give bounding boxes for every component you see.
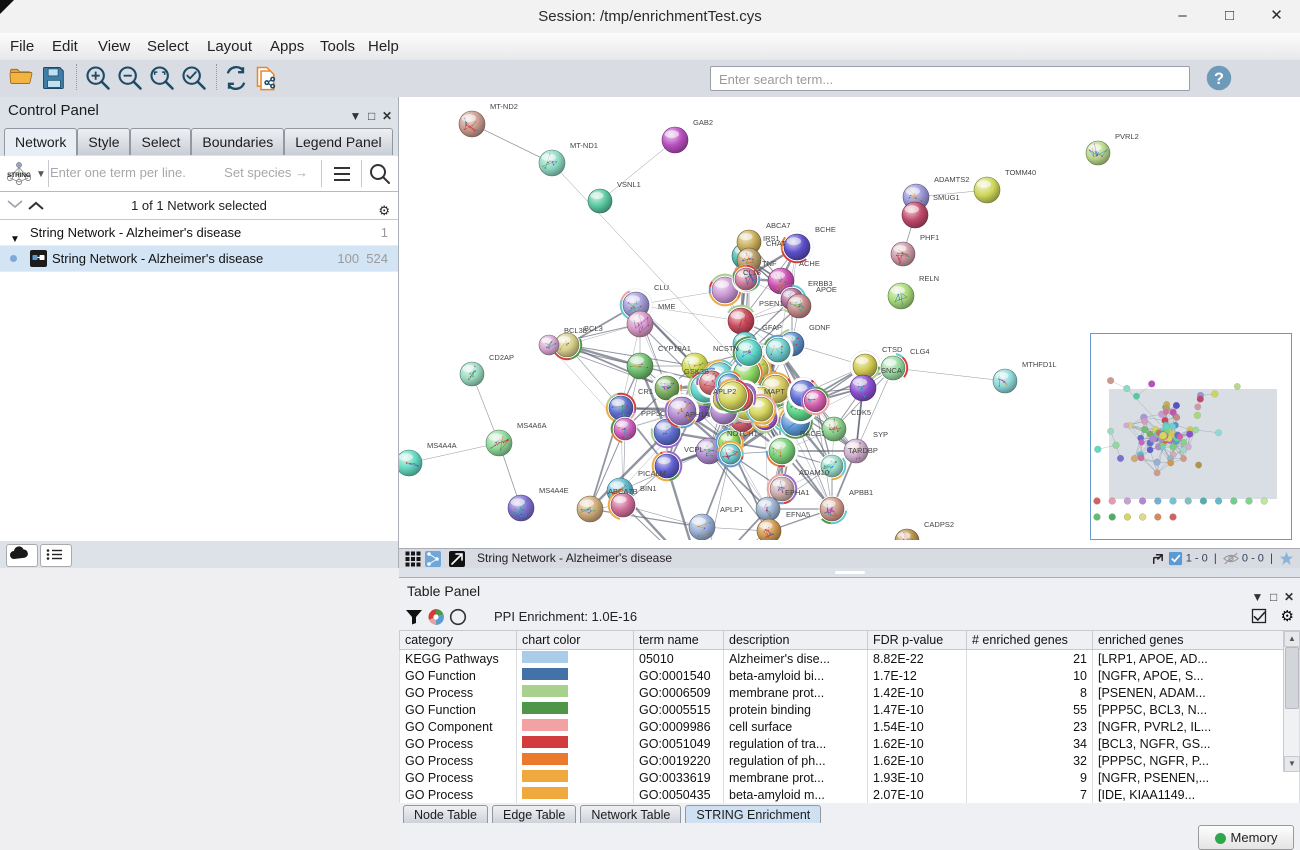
svg-text:TOMM40: TOMM40 <box>1005 168 1036 177</box>
svg-text:PHF1: PHF1 <box>920 233 939 242</box>
svg-text:VCPL: VCPL <box>684 445 704 454</box>
svg-text:MME: MME <box>658 302 676 311</box>
svg-text:PSEN1: PSEN1 <box>759 299 784 308</box>
svg-text:APH1A: APH1A <box>685 410 710 419</box>
svg-text:CR1: CR1 <box>638 387 653 396</box>
svg-text:PVRL2: PVRL2 <box>1115 132 1139 141</box>
svg-text:EPHA1: EPHA1 <box>785 488 810 497</box>
svg-text:MAPT: MAPT <box>764 387 785 396</box>
svg-text:MT-ND1: MT-ND1 <box>570 141 598 150</box>
svg-text:CTSD: CTSD <box>882 345 903 354</box>
svg-text:ADAM10: ADAM10 <box>799 468 829 477</box>
svg-text:RELN: RELN <box>919 274 939 283</box>
svg-text:?: ? <box>1214 70 1224 88</box>
svg-text:GAB2: GAB2 <box>693 118 713 127</box>
svg-text:SMUG1: SMUG1 <box>933 193 960 202</box>
svg-text:TNF: TNF <box>762 259 777 268</box>
svg-text:TARDBP: TARDBP <box>848 446 878 455</box>
svg-text:CLG4: CLG4 <box>910 347 930 356</box>
svg-text:APLP1: APLP1 <box>720 505 743 514</box>
svg-text:GDNF: GDNF <box>809 323 831 332</box>
svg-text:STRING: STRING <box>7 172 31 179</box>
svg-text:EFNA5: EFNA5 <box>786 510 810 519</box>
svg-text:GFAP: GFAP <box>762 323 782 332</box>
svg-text:APLP2: APLP2 <box>713 387 736 396</box>
svg-text:MS4A4E: MS4A4E <box>539 486 569 495</box>
svg-text:MT-ND2: MT-ND2 <box>490 102 518 111</box>
svg-text:CHAT: CHAT <box>766 239 786 248</box>
svg-text:CD2AP: CD2AP <box>489 353 514 362</box>
svg-text:APOE: APOE <box>816 285 837 294</box>
svg-text:CDK5: CDK5 <box>851 408 871 417</box>
svg-text:NCSTN: NCSTN <box>713 344 739 353</box>
svg-text:APBB1: APBB1 <box>849 488 873 497</box>
svg-text:SYP: SYP <box>873 430 888 439</box>
svg-text:ABCA7: ABCA7 <box>766 221 791 230</box>
svg-text:BCHE: BCHE <box>815 225 836 234</box>
svg-text:BCL3b: BCL3b <box>564 326 587 335</box>
svg-text:MS4A4A: MS4A4A <box>427 441 457 450</box>
svg-text:NOTCH1: NOTCH1 <box>727 429 758 438</box>
svg-text:SNCA: SNCA <box>881 366 902 375</box>
svg-text:PPP5C: PPP5C <box>641 409 666 418</box>
svg-text:BIN1: BIN1 <box>640 484 657 493</box>
svg-text:GSK3B: GSK3B <box>684 367 709 376</box>
svg-text:PICALM: PICALM <box>638 469 666 478</box>
svg-text:CADPS2: CADPS2 <box>924 520 954 529</box>
svg-text:MS4A6A: MS4A6A <box>517 421 547 430</box>
svg-text:ACHE: ACHE <box>799 259 820 268</box>
svg-text:RACE1: RACE1 <box>800 429 825 438</box>
svg-text:MTHFD1L: MTHFD1L <box>1022 360 1057 369</box>
svg-text:VSNL1: VSNL1 <box>617 180 641 189</box>
svg-text:ABCA7B: ABCA7B <box>608 487 638 496</box>
svg-text:CLU: CLU <box>654 283 669 292</box>
svg-text:CYP19A1: CYP19A1 <box>658 344 691 353</box>
svg-text:CL18: CL18 <box>743 268 761 277</box>
svg-text:ADAMTS2: ADAMTS2 <box>934 175 969 184</box>
